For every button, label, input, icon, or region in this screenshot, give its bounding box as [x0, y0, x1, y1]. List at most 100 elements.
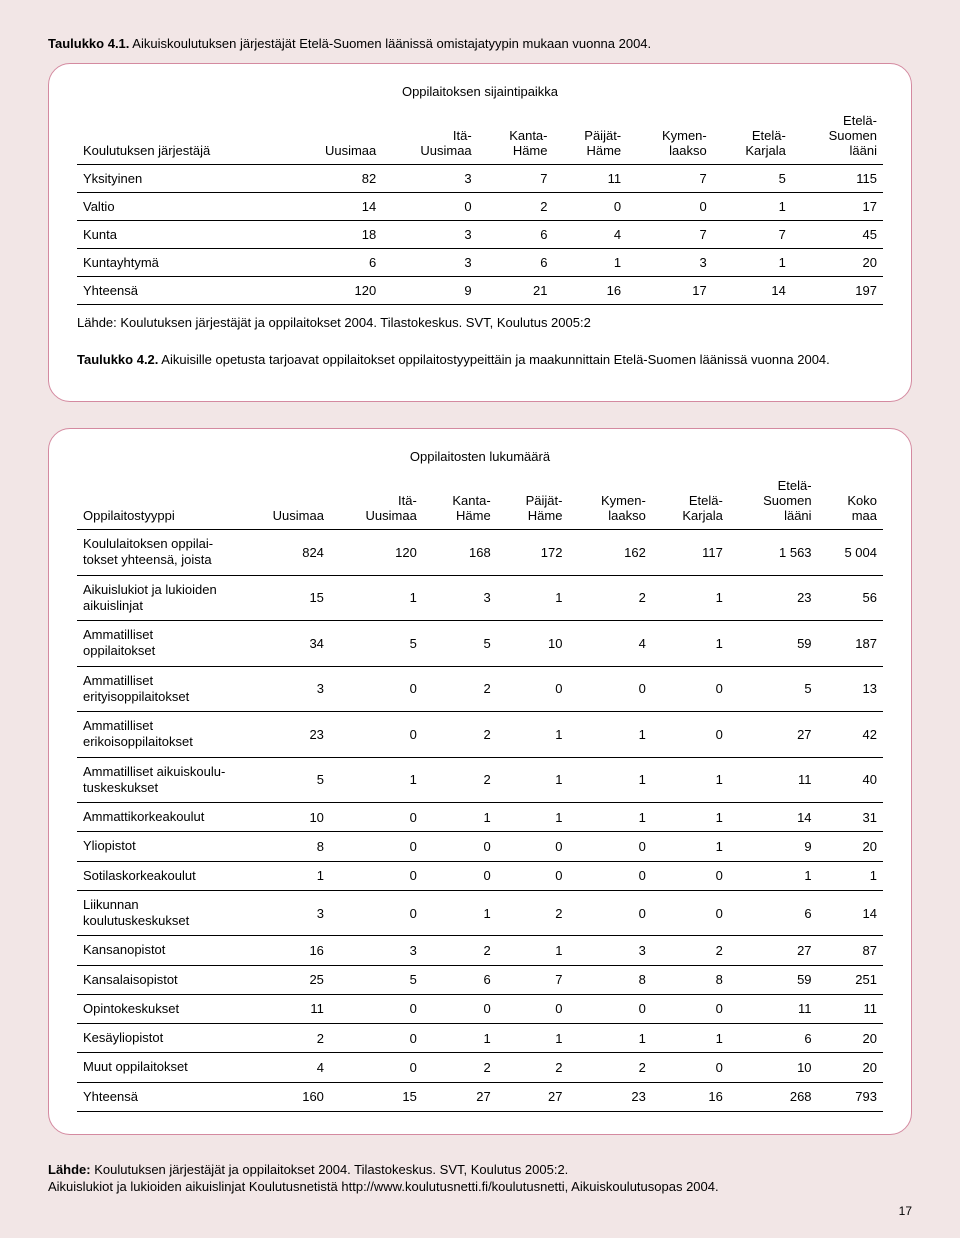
cell-value: 2 — [423, 936, 497, 965]
cell-value: 0 — [330, 890, 423, 936]
cell-value: 2 — [568, 575, 651, 621]
cell-value: 27 — [497, 1082, 569, 1111]
cell-value: 0 — [652, 1053, 729, 1082]
cell-value: 16 — [237, 936, 330, 965]
table2-title: Taulukko 4.2. Aikuisille opetusta tarjoa… — [77, 352, 883, 367]
cell-value: 15 — [330, 1082, 423, 1111]
cell-value: 6 — [478, 249, 554, 277]
cell-value: 1 — [713, 249, 792, 277]
cell-value: 1 — [330, 757, 423, 803]
cell-value: 59 — [729, 965, 818, 994]
table-row: Ammatilliset aikuiskoulu- tuskeskukset51… — [77, 757, 883, 803]
cell-value: 0 — [382, 193, 477, 221]
cell-value: 120 — [330, 530, 423, 576]
cell-value: 5 — [330, 965, 423, 994]
row-label: Kunta — [77, 221, 287, 249]
cell-value: 793 — [818, 1082, 883, 1111]
row-label: Yhteensä — [77, 1082, 237, 1111]
cell-value: 2 — [423, 666, 497, 712]
cell-value: 20 — [818, 1053, 883, 1082]
table-row: Muut oppilaitokset4022201020 — [77, 1053, 883, 1082]
cell-value: 6 — [729, 1024, 818, 1053]
row-label: Aikuislukiot ja lukioiden aikuislinjat — [77, 575, 237, 621]
table-row: Ammatilliset oppilaitokset3455104159187 — [77, 621, 883, 667]
cell-value: 120 — [287, 277, 382, 305]
table-row: Yhteensä120921161714197 — [77, 277, 883, 305]
table-row: Opintokeskukset11000001111 — [77, 994, 883, 1023]
row-label: Kansalaisopistot — [77, 965, 237, 994]
cell-value: 3 — [237, 666, 330, 712]
cell-value: 187 — [818, 621, 883, 667]
row-label: Valtio — [77, 193, 287, 221]
cell-value: 2 — [423, 1053, 497, 1082]
cell-value: 1 — [652, 621, 729, 667]
cell-value: 1 — [818, 861, 883, 890]
cell-value: 14 — [729, 803, 818, 832]
table-row: Yksityinen82371175115 — [77, 165, 883, 193]
cell-value: 2 — [423, 757, 497, 803]
cell-value: 23 — [568, 1082, 651, 1111]
cell-value: 11 — [729, 994, 818, 1023]
cell-value: 27 — [729, 712, 818, 758]
cell-value: 6 — [423, 965, 497, 994]
cell-value: 0 — [568, 890, 651, 936]
cell-value: 1 — [652, 575, 729, 621]
table-row: Liikunnan koulutuskeskukset301200614 — [77, 890, 883, 936]
table1-subhead: Oppilaitoksen sijaintipaikka — [77, 84, 883, 99]
table2-subhead: Oppilaitosten lukumäärä — [77, 449, 883, 464]
cell-value: 2 — [423, 712, 497, 758]
cell-value: 7 — [713, 221, 792, 249]
cell-value: 10 — [497, 621, 569, 667]
table1-title-bold: Taulukko 4.1. — [48, 36, 129, 51]
table-row: Kuntayhtymä63613120 — [77, 249, 883, 277]
cell-value: 1 — [497, 1024, 569, 1053]
cell-value: 0 — [568, 994, 651, 1023]
cell-value: 82 — [287, 165, 382, 193]
cell-value: 162 — [568, 530, 651, 576]
cell-value: 2 — [497, 890, 569, 936]
cell-value: 115 — [792, 165, 883, 193]
table-row: Kunta183647745 — [77, 221, 883, 249]
row-label: Opintokeskukset — [77, 994, 237, 1023]
cell-value: 0 — [423, 861, 497, 890]
cell-value: 172 — [497, 530, 569, 576]
table-row: Aikuislukiot ja lukioiden aikuislinjat15… — [77, 575, 883, 621]
table-row: Kesäyliopistot201111620 — [77, 1024, 883, 1053]
cell-value: 6 — [729, 890, 818, 936]
table-row: Ammatilliset erikoisoppilaitokset2302110… — [77, 712, 883, 758]
cell-value: 3 — [382, 165, 477, 193]
cell-value: 3 — [627, 249, 713, 277]
column-header: Etelä- Karjala — [652, 474, 729, 530]
row-label: Yhteensä — [77, 277, 287, 305]
cell-value: 251 — [818, 965, 883, 994]
cell-value: 42 — [818, 712, 883, 758]
cell-value: 7 — [627, 165, 713, 193]
cell-value: 1 — [652, 832, 729, 861]
cell-value: 1 — [497, 575, 569, 621]
column-header: Kymen- laakso — [568, 474, 651, 530]
cell-value: 268 — [729, 1082, 818, 1111]
cell-value: 1 — [423, 1024, 497, 1053]
cell-value: 0 — [497, 666, 569, 712]
column-header: Itä- Uusimaa — [330, 474, 423, 530]
cell-value: 2 — [478, 193, 554, 221]
cell-value: 0 — [497, 861, 569, 890]
table1-title-rest: Aikuiskoulutuksen järjestäjät Etelä-Suom… — [129, 36, 651, 51]
cell-value: 45 — [792, 221, 883, 249]
cell-value: 2 — [237, 1024, 330, 1053]
cell-value: 3 — [423, 575, 497, 621]
cell-value: 197 — [792, 277, 883, 305]
cell-value: 0 — [497, 832, 569, 861]
row-label: Kesäyliopistot — [77, 1024, 237, 1053]
cell-value: 16 — [652, 1082, 729, 1111]
cell-value: 1 — [330, 575, 423, 621]
cell-value: 4 — [554, 221, 628, 249]
cell-value: 0 — [652, 994, 729, 1023]
cell-value: 0 — [568, 861, 651, 890]
cell-value: 7 — [478, 165, 554, 193]
cell-value: 9 — [729, 832, 818, 861]
table-row: Sotilaskorkeakoulut10000011 — [77, 861, 883, 890]
column-header: Oppilaitostyyppi — [77, 474, 237, 530]
cell-value: 0 — [330, 1053, 423, 1082]
cell-value: 3 — [237, 890, 330, 936]
